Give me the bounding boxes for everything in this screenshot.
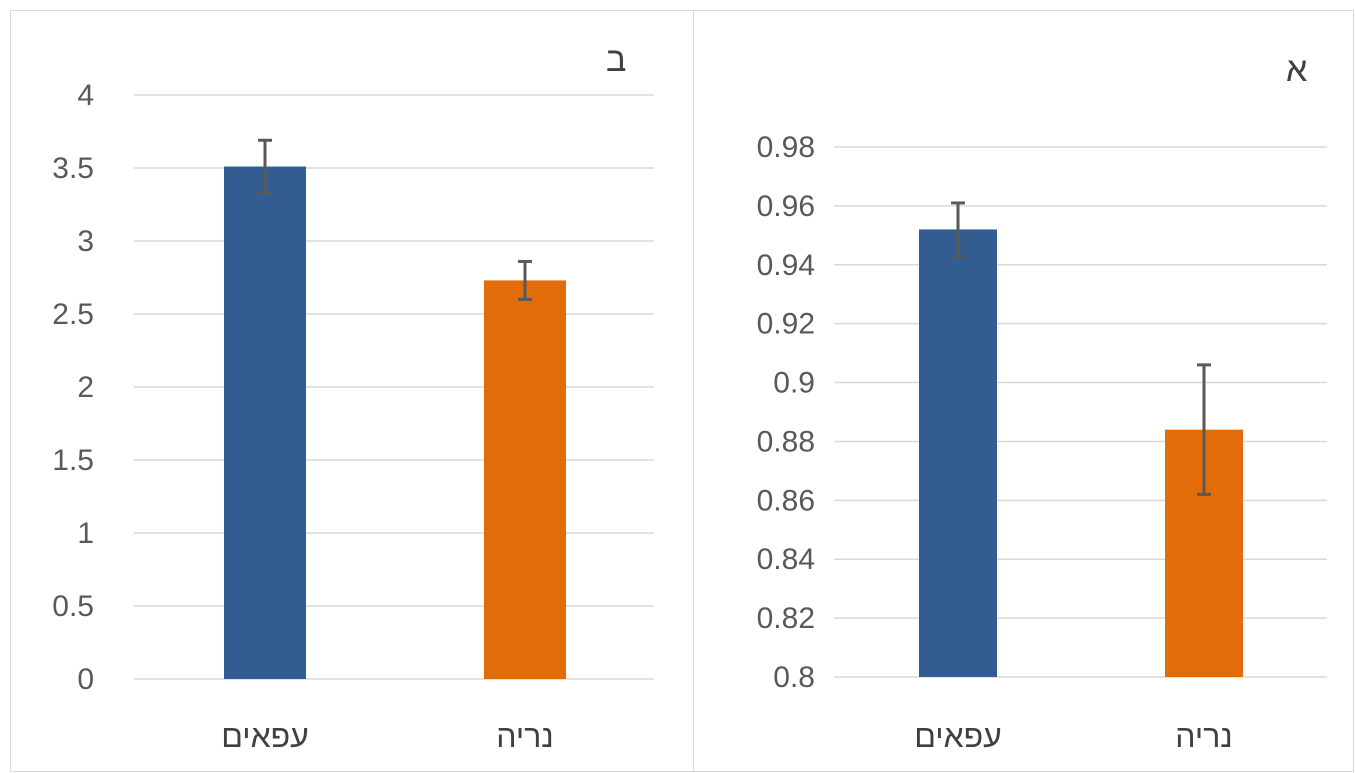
bar [919,229,997,677]
y-tick-label: 0.86 [757,484,815,517]
category-label: נריה [1175,718,1233,754]
y-tick-label: 1.5 [52,444,94,477]
chart-svg-b: 0 0.5 1 1.5 2 2.5 3 3.5 4 עפאים נריה [52,79,654,754]
chart-panel-b: ב 0 0.5 1 1.5 2 2.5 3 3.5 4 עפאים נריה [10,10,694,772]
chart-svg-a: 0.8 0.82 0.84 0.86 0.88 0.9 0.92 0.94 0.96 0.98 עפ… [757,131,1327,754]
y-tick-label: 0.9 [773,367,815,400]
y-tick-label: 2 [77,371,94,404]
chart-title: א [1286,51,1308,89]
y-tick-label: 0.96 [757,190,815,223]
y-tick-label: 0.94 [757,249,815,282]
y-tick-label: 0.5 [52,590,94,623]
y-tick-label: 0.82 [757,602,815,635]
y-tick-label: 0.98 [757,131,815,164]
y-tick-label: 3.5 [52,152,94,185]
y-tick-label: 4 [77,79,94,112]
y-tick-label: 3 [77,225,94,258]
y-tick-label: 1 [77,517,94,550]
y-tick-label: 0.92 [757,308,815,341]
chart-panel-a: א 0.8 0.82 0.84 0.86 0.88 0.9 0.92 0.94 0.96 0.98… [693,10,1354,772]
y-tick-label: 0 [77,663,94,696]
bar [224,166,306,680]
y-tick-label: 0.8 [773,661,815,694]
y-tick-label: 0.88 [757,425,815,458]
y-tick-label: 2.5 [52,298,94,331]
category-label: עפאים [914,718,1002,754]
category-label: עפאים [221,718,309,754]
bar [484,280,566,679]
y-tick-label: 0.84 [757,543,815,576]
chart-title: ב [606,41,627,79]
category-label: נריה [496,718,554,754]
